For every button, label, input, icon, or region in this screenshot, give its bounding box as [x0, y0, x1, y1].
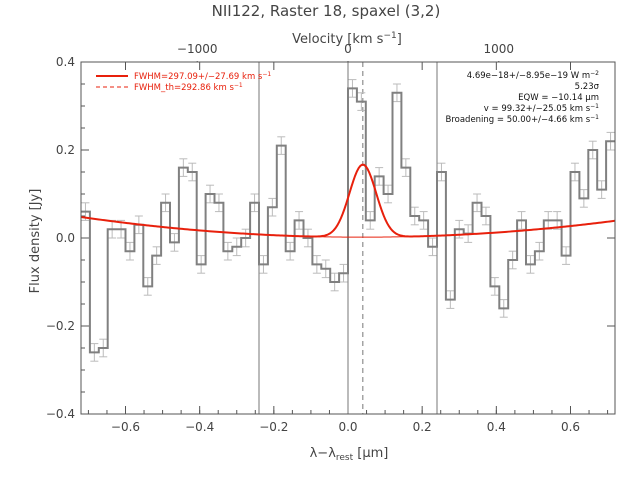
y-tick-label: 0.0: [56, 231, 75, 245]
legend-fwhm: FWHM=297.09+/−27.69 km s−1: [134, 71, 271, 82]
x-tick-label: −0.4: [185, 420, 214, 434]
top-axis-label-close: ]: [397, 32, 402, 47]
y-tick-label: −0.4: [46, 407, 75, 421]
x-axis-label-unit: [μm]: [353, 446, 388, 461]
top-tick-label: −1000: [177, 42, 218, 56]
y-axis-label: Flux density [Jy]: [28, 189, 43, 294]
y-tick-label: −0.2: [46, 319, 75, 333]
x-axis-label-sub: rest: [336, 453, 354, 463]
annotation-velocity-exp: −1: [590, 103, 599, 110]
fit-annotations: 4.69e−18+/−8.95e−19 W m−2 5.23σ EQW = −1…: [446, 70, 600, 125]
plot-frame: [80, 61, 616, 415]
annotation-broadening: Broadening = 50.00+/−4.66 km s−1: [446, 114, 600, 125]
x-axis-label: λ−λrest [μm]: [310, 446, 389, 463]
axis-ticks: −0.6 −0.4 −0.2 0.0 0.2 0.4 0.6 −0.4 −0.2 0.0 0.2 0.…: [46, 42, 615, 434]
fit-curves: [80, 163, 616, 238]
legend-fwhm-th: FWHM_th=292.86 km s−1: [134, 82, 243, 93]
top-axis-label-text: Velocity [km s: [292, 32, 384, 47]
x-tick-label: −0.2: [259, 420, 288, 434]
chart-title: NII122, Raster 18, spaxel (3,2): [212, 2, 441, 20]
x-tick-label: 0.0: [338, 420, 357, 434]
y-tick-label: 0.4: [56, 55, 75, 69]
top-axis-label: Velocity [km s−1]: [292, 31, 402, 47]
x-tick-label: −0.6: [111, 420, 140, 434]
spectrum-series: [81, 87, 615, 354]
x-axis-label-lambda: λ−λ: [310, 446, 337, 461]
legend-fwhm-th-exp: −1: [234, 82, 243, 89]
legend: FWHM=297.09+/−27.69 km s−1 FWHM_th=292.8…: [96, 71, 271, 93]
gaussian-fit: [80, 163, 616, 238]
legend-fwhm-exp: −1: [262, 71, 271, 78]
top-tick-label: 0: [344, 42, 352, 56]
annotation-eqw: EQW = −10.14 μm: [518, 93, 599, 103]
x-tick-label: 0.4: [487, 420, 506, 434]
annotation-flux-exp: −2: [590, 70, 599, 77]
annotation-sigma: 5.23σ: [575, 82, 600, 92]
annotation-flux: 4.69e−18+/−8.95e−19 W m−2: [467, 70, 599, 81]
top-tick-label: 1000: [484, 42, 515, 56]
y-tick-label: 0.2: [56, 143, 75, 157]
x-tick-label: 0.6: [561, 420, 580, 434]
x-tick-label: 0.2: [413, 420, 432, 434]
annotation-broadening-exp: −1: [590, 114, 599, 121]
annotation-velocity: v = 99.32+/−25.05 km s−1: [484, 103, 599, 114]
top-axis-label-exp: −1: [383, 31, 396, 41]
spectrum-step-line: [81, 87, 615, 354]
